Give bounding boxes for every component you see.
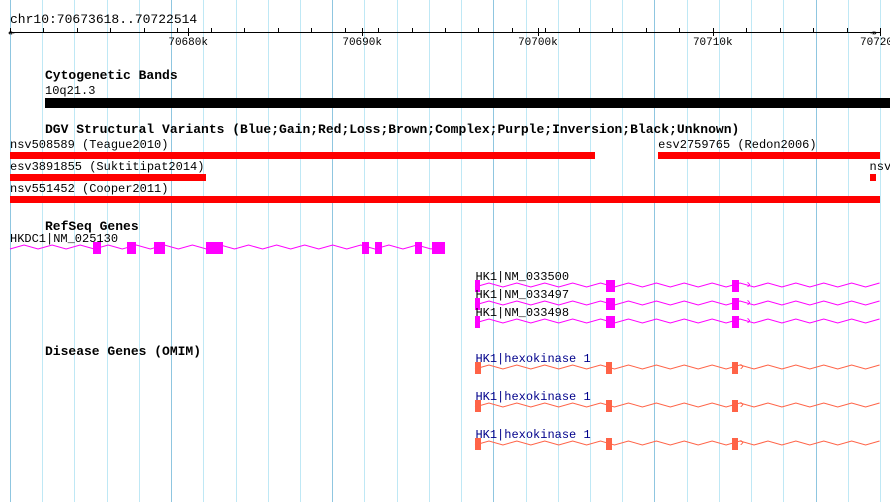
dgv-variant-label: nsv508589 (Teague2010)	[10, 138, 168, 152]
cytogenetic-bands-subtitle: 10q21.3	[45, 84, 95, 98]
gene-direction-arrow-icon: ›	[745, 314, 752, 328]
gene-exon-block[interactable]	[206, 242, 223, 254]
gene-wavy-line	[475, 362, 880, 376]
ruler-minor-tick	[10, 28, 11, 33]
cytogenetic-bands-title: Cytogenetic Bands	[45, 68, 178, 83]
gene-exon-block[interactable]	[732, 280, 739, 292]
grid-line	[461, 0, 462, 502]
gene-exon-block[interactable]	[606, 280, 615, 292]
ruler-major-tick	[188, 28, 189, 36]
gene-exon-block[interactable]	[154, 242, 165, 254]
ruler-tick-label: 70720k	[860, 37, 890, 49]
dgv-variant-bar[interactable]	[10, 152, 593, 159]
ruler-minor-tick	[847, 28, 848, 33]
gene-exon-block[interactable]	[475, 362, 481, 374]
gene-wavy-line	[475, 316, 880, 330]
dgv-variant-bar[interactable]	[10, 174, 206, 181]
grid-line	[783, 0, 784, 502]
gene-exon-block[interactable]	[475, 438, 481, 450]
grid-line	[622, 0, 623, 502]
grid-line	[526, 0, 527, 502]
ruler-minor-tick	[679, 28, 680, 33]
genome-browser-view: chr10:70673618..70722514 ↞ ↠ 70680k 70690…	[0, 0, 890, 502]
ruler-minor-tick	[345, 28, 346, 33]
ruler-minor-tick	[144, 28, 145, 33]
ruler-major-tick	[362, 28, 363, 36]
ruler-minor-tick	[77, 28, 78, 33]
ruler-minor-tick	[244, 28, 245, 33]
gene-exon-block[interactable]	[475, 316, 479, 328]
grid-line	[558, 0, 559, 502]
ruler-minor-tick	[412, 28, 413, 33]
gene-exon-block[interactable]	[606, 438, 612, 450]
ruler-minor-tick	[646, 28, 647, 33]
gene-exon-block[interactable]	[415, 242, 422, 254]
gene-direction-arrow-icon: ›	[738, 360, 745, 374]
ruler-minor-tick	[746, 28, 747, 33]
ruler-minor-tick	[813, 28, 814, 33]
ruler-tick-label: 70680k	[168, 37, 208, 49]
ruler-minor-tick	[378, 28, 379, 33]
gene-exon-block[interactable]	[732, 298, 739, 310]
ruler-minor-tick	[110, 28, 111, 33]
coordinate-label: chr10:70673618..70722514	[10, 12, 197, 27]
dgv-variant-label: nsv52...	[870, 160, 890, 174]
gene-wavy-line	[475, 400, 880, 414]
ruler-minor-tick	[545, 28, 546, 33]
gene-direction-arrow-icon: ›	[738, 398, 745, 412]
grid-line	[751, 0, 752, 502]
gene-direction-arrow-icon: ›	[738, 436, 745, 450]
gene-exon-block[interactable]	[127, 242, 136, 254]
gene-exon-block[interactable]	[432, 242, 445, 254]
grid-line	[880, 0, 881, 502]
ruler-minor-tick	[880, 28, 881, 33]
gene-exon-block[interactable]	[606, 362, 612, 374]
dgv-title: DGV Structural Variants (Blue;Gain;Red;L…	[45, 122, 739, 137]
gene-exon-block[interactable]	[606, 316, 615, 328]
dgv-variant-tail	[593, 152, 595, 159]
gene-direction-arrow-icon: ›	[745, 278, 752, 292]
ruler-minor-tick	[177, 28, 178, 33]
ruler-tick-label: 70690k	[342, 37, 382, 49]
grid-line	[590, 0, 591, 502]
gene-exon-block[interactable]	[606, 298, 615, 310]
grid-line	[654, 0, 655, 502]
dgv-variant-label: esv3891855 (Suktitipat2014)	[10, 160, 204, 174]
ruler-minor-tick	[713, 28, 714, 33]
dgv-variant-label: nsv551452 (Cooper2011)	[10, 182, 168, 196]
ruler-minor-tick	[278, 28, 279, 33]
ruler-minor-tick	[512, 28, 513, 33]
gene-exon-block[interactable]	[375, 242, 382, 254]
ruler-minor-tick	[612, 28, 613, 33]
grid-line	[816, 0, 817, 502]
gene-exon-block[interactable]	[606, 400, 612, 412]
ruler-minor-tick	[579, 28, 580, 33]
grid-line	[848, 0, 849, 502]
gene-exon-block[interactable]	[362, 242, 369, 254]
gene-exon-block[interactable]	[93, 242, 102, 254]
cytogenetic-band-bar[interactable]	[45, 98, 890, 108]
ruler-minor-tick	[43, 28, 44, 33]
ruler-minor-tick	[445, 28, 446, 33]
ruler-tick-label: 70700k	[518, 37, 558, 49]
dgv-variant-label: esv2759765 (Redon2006)	[658, 138, 816, 152]
disease-genes-title: Disease Genes (OMIM)	[45, 344, 201, 359]
gene-wavy-line	[475, 438, 880, 452]
ruler-minor-tick	[478, 28, 479, 33]
ruler-minor-tick	[311, 28, 312, 33]
grid-line	[687, 0, 688, 502]
ruler-minor-tick	[780, 28, 781, 33]
gene-exon-block[interactable]	[732, 316, 739, 328]
gene-exon-block[interactable]	[475, 400, 481, 412]
grid-line	[493, 0, 494, 502]
ruler-minor-tick	[211, 28, 212, 33]
dgv-variant-bar[interactable]	[870, 174, 876, 181]
dgv-variant-bar[interactable]	[658, 152, 880, 159]
grid-line	[719, 0, 720, 502]
ruler-major-tick	[538, 28, 539, 36]
ruler-left-arrow: ↞	[8, 26, 15, 40]
ruler-tick-label: 70710k	[693, 37, 733, 49]
gene-direction-arrow-icon: ›	[745, 296, 752, 310]
dgv-variant-bar[interactable]	[10, 196, 880, 203]
